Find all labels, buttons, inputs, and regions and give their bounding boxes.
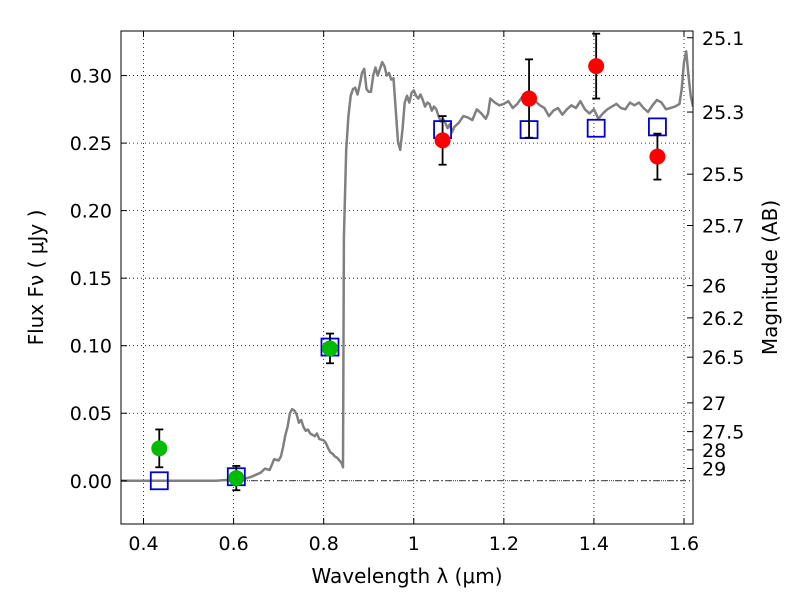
right-tick-label: 25.1 <box>702 28 744 50</box>
right-tick-label: 26.5 <box>702 347 744 369</box>
observed-flux-point <box>434 132 451 149</box>
y-tick-label: 0.10 <box>70 336 112 358</box>
observed-flux-point <box>228 470 245 487</box>
plot-data <box>121 32 693 492</box>
x-tick-label: 1.2 <box>489 533 519 555</box>
observed-flux-point <box>521 90 538 107</box>
y-tick-label: 0.05 <box>70 403 112 425</box>
y-tick-label: 0.00 <box>70 471 112 493</box>
x-tick-label: 1.6 <box>669 533 699 555</box>
x-tick-label: 0.8 <box>309 533 339 555</box>
x-axis-label: Wavelength λ (μm) <box>311 564 502 588</box>
observed-flux-point <box>588 58 605 75</box>
right-tick-label: 26 <box>702 276 726 298</box>
right-tick-label: 28 <box>702 440 726 462</box>
x-tick-label: 1.4 <box>579 533 609 555</box>
observed-flux-point <box>649 148 666 165</box>
y-tick-label: 0.20 <box>70 201 112 223</box>
axis-ticks: 0.4 0.6 0.8 1 1.2 1.4 1.6 0.00 0.05 0.10 0.15 0.20 0… <box>70 28 745 555</box>
plot-frame <box>120 30 694 525</box>
right-tick-label: 29 <box>702 458 726 480</box>
model-photometry-square <box>586 118 606 138</box>
right-tick-label: 25.3 <box>702 102 744 124</box>
model-photometry-square <box>149 471 169 491</box>
right-tick-label: 27 <box>702 393 726 415</box>
y-tick-label: 0.15 <box>70 268 112 290</box>
right-tick-label: 27.5 <box>702 422 744 444</box>
observed-flux-point <box>151 440 168 457</box>
x-tick-label: 1 <box>408 533 420 555</box>
right-axis-label: Magnitude (AB) <box>758 200 782 355</box>
y-tick-label: 0.30 <box>70 66 112 88</box>
model-spectrum-line <box>121 50 693 483</box>
right-tick-label: 26.2 <box>702 308 744 330</box>
observed-flux-point <box>321 340 338 357</box>
x-tick-label: 0.4 <box>128 533 158 555</box>
y-tick-label: 0.25 <box>70 133 112 155</box>
y-axis-label: Flux Fν ( μJy ) <box>24 210 48 346</box>
right-tick-label: 25.7 <box>702 215 744 237</box>
grid-lines <box>121 31 693 524</box>
x-tick-label: 0.6 <box>218 533 248 555</box>
right-tick-label: 25.5 <box>702 164 744 186</box>
